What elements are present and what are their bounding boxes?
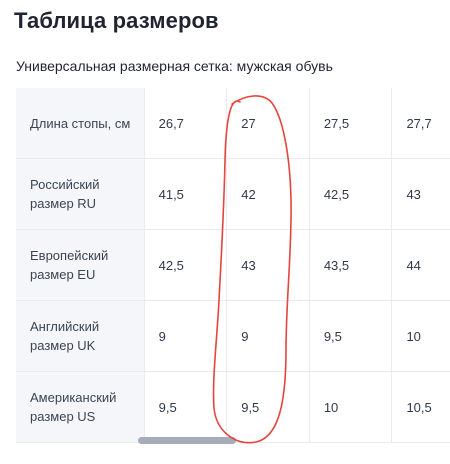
table-cell: 9: [226, 300, 310, 372]
scrollbar-thumb[interactable]: [138, 437, 236, 444]
table-cell: 10: [391, 300, 450, 372]
size-table-container[interactable]: Длина стопы, см 26,7 27 27,5 27,7 Россий…: [16, 88, 450, 443]
table-cell: 9,5: [308, 300, 393, 372]
table-cell: 41,5: [143, 158, 228, 230]
table-cell: 10,5: [391, 371, 450, 443]
row-label-eu: Европейский размер EU: [16, 229, 145, 301]
table-cell: 43,5: [308, 229, 393, 301]
page-title: Таблица размеров: [14, 8, 219, 33]
table-cell: 27,5: [308, 88, 393, 159]
table-subtitle: Универсальная размерная сетка: мужская о…: [16, 58, 333, 74]
row-label-uk: Английский размер UK: [16, 300, 145, 372]
table-cell: 43: [391, 158, 450, 230]
size-table: Длина стопы, см 26,7 27 27,5 27,7 Россий…: [16, 88, 450, 443]
table-cell: 43: [226, 229, 310, 301]
table-cell: 27,7: [391, 88, 450, 159]
table-row-foot-length: Длина стопы, см 26,7 27 27,5 27,7: [16, 88, 450, 159]
table-cell: 10: [308, 371, 393, 443]
table-cell: 27: [226, 88, 310, 159]
table-cell: 42,5: [143, 229, 228, 301]
table-cell: 42,5: [308, 158, 393, 230]
table-cell: 9,5: [143, 371, 228, 443]
row-label-foot-length: Длина стопы, см: [16, 88, 145, 159]
table-cell: 42: [226, 158, 310, 230]
table-cell: 9,5: [226, 371, 310, 443]
table-cell: 9: [143, 300, 228, 372]
table-row-uk: Английский размер UK 9 9 9,5 10: [16, 300, 450, 372]
table-cell: 26,7: [143, 88, 228, 159]
table-row-eu: Европейский размер EU 42,5 43 43,5 44: [16, 229, 450, 301]
table-row-us: Американский размер US 9,5 9,5 10 10,5: [16, 371, 450, 443]
table-cell: 44: [391, 229, 450, 301]
row-label-ru: Российский размер RU: [16, 158, 145, 230]
row-label-us: Американский размер US: [16, 371, 145, 443]
table-row-ru: Российский размер RU 41,5 42 42,5 43: [16, 158, 450, 230]
